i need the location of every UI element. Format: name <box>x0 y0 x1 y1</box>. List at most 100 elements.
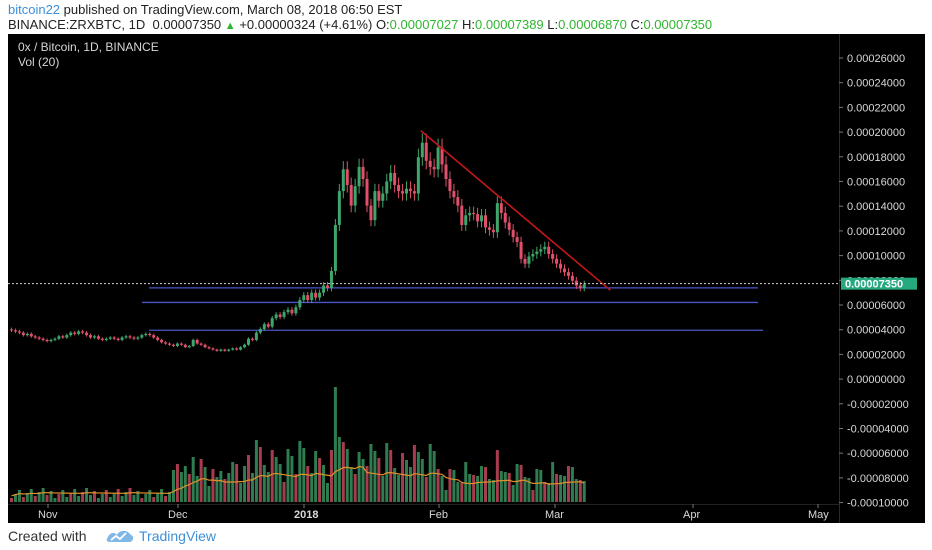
candle-body <box>440 147 444 165</box>
candle-body <box>314 292 318 298</box>
volume-bar <box>41 488 45 502</box>
volume-bar <box>436 469 440 502</box>
candle-body <box>10 329 13 331</box>
volume-bar <box>448 469 452 502</box>
candle-body <box>495 203 499 233</box>
volume-bar <box>116 489 120 502</box>
volume-bar <box>503 472 507 502</box>
candle-body <box>373 191 377 221</box>
volume-bar <box>566 466 570 502</box>
volume-bar <box>203 467 207 502</box>
candle-body <box>369 205 373 221</box>
candle-body <box>337 191 341 225</box>
candle-body <box>21 332 25 336</box>
candle-body <box>428 160 432 167</box>
candle-body <box>148 333 152 336</box>
volume-bar <box>96 498 100 502</box>
candle-body <box>397 185 401 192</box>
candle-body <box>484 215 487 228</box>
volume-bar <box>294 474 298 502</box>
volume-bar <box>77 496 81 502</box>
volume-bar <box>140 498 144 502</box>
volume-bar <box>219 471 223 502</box>
candle-body <box>266 324 270 327</box>
volume-bar <box>361 459 365 502</box>
y-tick-label: 0.00020000 <box>847 127 905 139</box>
candle-body <box>401 191 405 194</box>
candle-body <box>290 309 294 314</box>
tradingview-logo-icon[interactable] <box>105 527 135 550</box>
candle-body <box>108 337 112 339</box>
volume-bar <box>278 464 282 502</box>
volume-bar <box>57 494 61 502</box>
candle-body <box>219 349 223 351</box>
candle-body <box>278 314 282 317</box>
volume-bar <box>491 480 495 502</box>
volume-bar <box>444 490 448 502</box>
volume-bar <box>405 460 408 502</box>
volume-bar <box>81 492 85 502</box>
x-tick-label: Mar <box>545 509 564 521</box>
candle-body <box>408 188 412 192</box>
volume-bar <box>274 457 278 502</box>
volume-bar <box>108 497 112 502</box>
candle-body <box>306 295 310 300</box>
y-tick-label: 0.00016000 <box>847 177 905 189</box>
candle-body <box>444 164 448 179</box>
candle-body <box>574 280 578 286</box>
chart-area[interactable]: 0x / Bitcoin, 1D, BINANCE Vol (20) <box>8 34 839 523</box>
quote-line: BINANCE:ZRXBTC, 1D 0.00007350 ▲ +0.00000… <box>8 17 712 32</box>
candle-body <box>25 333 29 336</box>
volume-bar <box>310 473 314 502</box>
right-edge <box>925 34 932 523</box>
candle-body <box>329 270 333 288</box>
volume-bar <box>29 489 33 502</box>
volume-bar <box>472 475 476 502</box>
volume-bars <box>10 387 586 502</box>
y-tick-label: -0.00004000 <box>847 424 909 436</box>
volume-bar <box>484 467 487 502</box>
candle-body <box>116 338 120 340</box>
candle-body <box>539 249 543 252</box>
candle-body <box>231 348 235 350</box>
candle-body <box>53 338 57 340</box>
volume-bar <box>120 496 124 502</box>
open-label: O: <box>375 17 390 32</box>
time-axis[interactable]: Nov Dec 2018 Feb Mar Apr May <box>8 503 839 523</box>
high-label: H: <box>461 17 475 32</box>
volume-bar <box>523 477 527 502</box>
tradingview-brand-link[interactable]: TradingView <box>139 528 217 544</box>
volume-bar <box>574 479 578 502</box>
candle-body <box>69 332 73 336</box>
volume-bar <box>578 480 582 502</box>
candle-body <box>432 166 436 170</box>
candle-body <box>274 314 278 319</box>
candle-body <box>282 312 286 317</box>
author-link[interactable]: bitcoin22 <box>8 2 61 17</box>
candle-body <box>420 142 424 158</box>
candle-body <box>499 203 503 213</box>
volume-bar <box>250 473 254 502</box>
candle-body <box>452 191 456 198</box>
resistance-trendline <box>420 129 611 291</box>
candle-body <box>89 335 92 338</box>
header-bar: bitcoin22 published on TradingView.com, … <box>0 0 932 34</box>
x-tick-label: May <box>808 509 829 521</box>
volume-bar <box>365 466 369 502</box>
candle-body <box>195 339 199 344</box>
price-axis[interactable]: 0.00026000 0.00024000 0.00022000 0.00020000… <box>838 34 925 523</box>
candle-body <box>168 343 171 345</box>
candle-body <box>527 256 531 264</box>
candle-body <box>152 335 156 338</box>
candle-body <box>563 268 566 273</box>
volume-bar <box>168 492 171 502</box>
volume-bar <box>290 456 294 502</box>
x-tick-label: 2018 <box>294 509 318 521</box>
close-label: C: <box>630 17 644 32</box>
publish-info: published on TradingView.com, March 08, … <box>63 2 403 17</box>
volume-bar <box>401 453 405 502</box>
volume-bar <box>25 493 29 502</box>
candlestick-chart[interactable]: 0x / Bitcoin, 1D, BINANCE Vol (20) <box>8 34 839 523</box>
y-tick-label: 0.00004000 <box>847 325 905 337</box>
candle-body <box>247 338 250 345</box>
